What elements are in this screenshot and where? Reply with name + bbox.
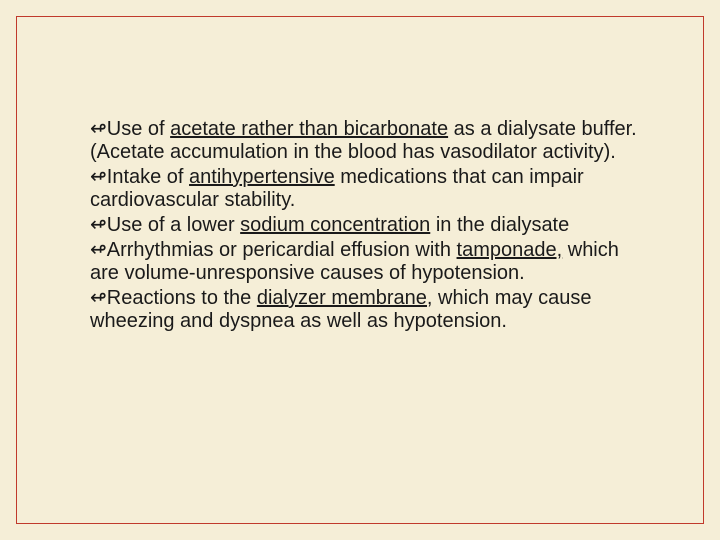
bullet-marker-icon: ↫ <box>90 118 107 140</box>
slide-content: ↫Use of acetate rather than bicarbonate … <box>90 118 640 335</box>
bullet-item: ↫Arrhythmias or pericardial effusion wit… <box>90 239 640 285</box>
bullet-text-underline: antihypertensive <box>189 166 335 188</box>
bullet-item: ↫Use of a lower sodium concentration in … <box>90 214 640 237</box>
bullet-text-underline: sodium concentration <box>240 214 430 236</box>
bullet-text-underline: dialyzer membrane, <box>257 287 433 309</box>
bullet-text-pre: Arrhythmias or pericardial effusion with <box>107 239 457 261</box>
bullet-item: ↫Intake of antihypertensive medications … <box>90 166 640 212</box>
bullet-text-mid: in the dialysate <box>430 214 569 236</box>
bullet-text-pre: Use of <box>107 118 170 140</box>
bullet-item: ↫Reactions to the dialyzer membrane, whi… <box>90 287 640 333</box>
bullet-item: ↫Use of acetate rather than bicarbonate … <box>90 118 640 164</box>
bullet-text-pre: Use of a lower <box>107 214 240 236</box>
bullet-text-underline: acetate rather than bicarbonate <box>170 118 448 140</box>
bullet-text-pre: Intake of <box>107 166 189 188</box>
bullet-marker-icon: ↫ <box>90 239 107 261</box>
bullet-text-pre: Reactions to the <box>107 287 257 309</box>
bullet-text-underline: tamponade, <box>457 239 563 261</box>
bullet-marker-icon: ↫ <box>90 287 107 309</box>
bullet-marker-icon: ↫ <box>90 214 107 236</box>
bullet-marker-icon: ↫ <box>90 166 107 188</box>
